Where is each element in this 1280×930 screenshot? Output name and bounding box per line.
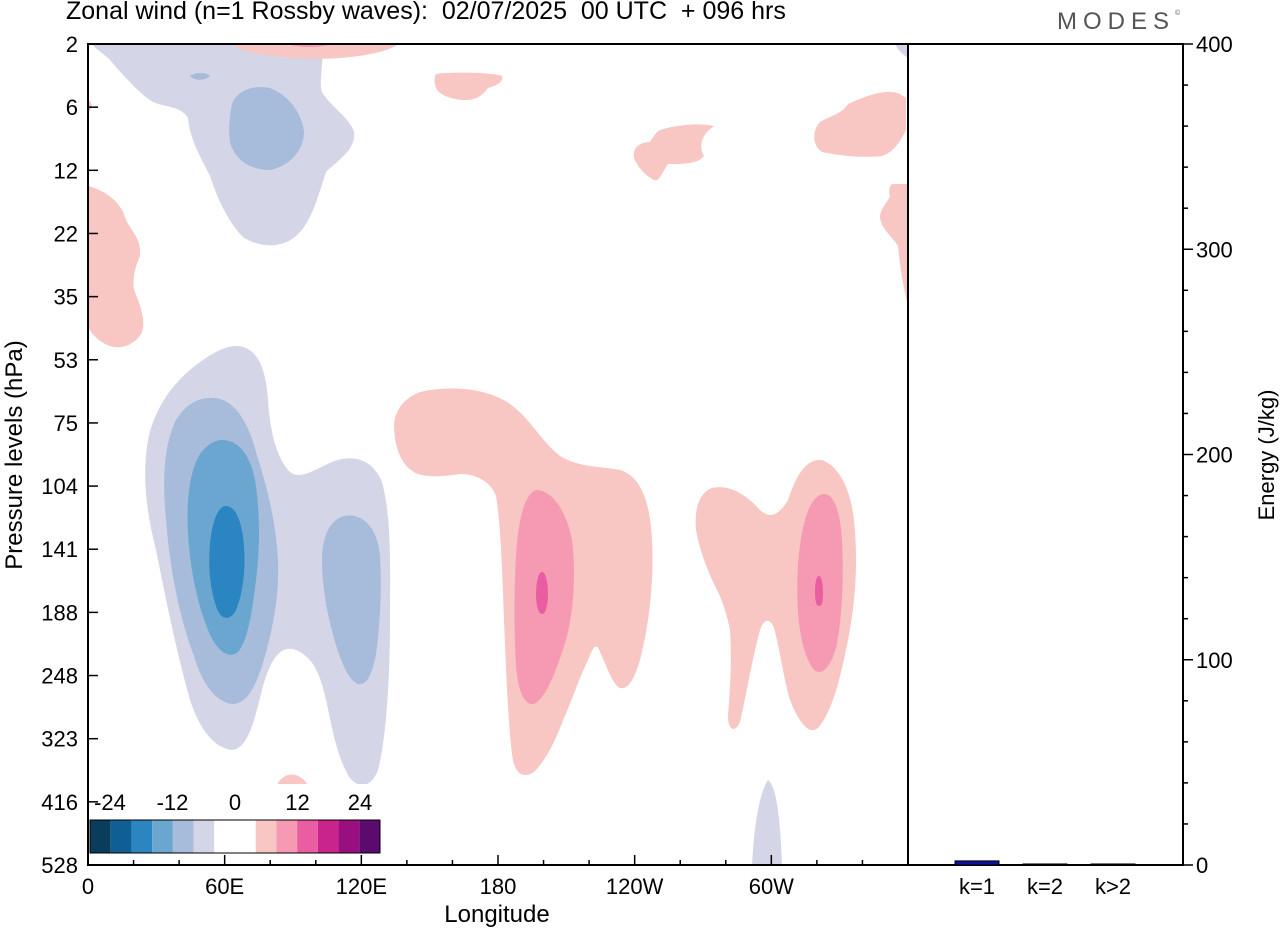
colorbar-swatch [152, 820, 173, 853]
colorbar-tick-label: -12 [157, 790, 189, 815]
contour-pos-strat-b [633, 124, 714, 181]
contour-neg-lvl1-upper [92, 44, 355, 246]
y-tick-label: 323 [41, 727, 78, 752]
contour-pos-strat-right [880, 184, 908, 306]
energy-bar-label: k>2 [1095, 874, 1131, 899]
x-tick-label: 120W [606, 874, 664, 899]
modes-logo: MODES© [1057, 8, 1180, 36]
chart-title: Zonal wind (n=1 Rossby waves): 02/07/202… [66, 0, 786, 25]
x-tick-label: 0 [82, 874, 94, 899]
colorbar: -24 -12 0 12 24 [88, 784, 382, 864]
colorbar-tick-label: 24 [348, 790, 372, 815]
contour-neg-lvl4 [209, 506, 245, 618]
energy-tick-label: 0 [1196, 853, 1208, 878]
colorbar-swatch [297, 820, 318, 853]
y-tick-label: 104 [41, 474, 78, 499]
contour-field [88, 44, 908, 865]
colorbar-swatch [317, 820, 339, 853]
colorbar-frame [89, 819, 381, 854]
logo-mark: © [1175, 10, 1181, 17]
energy-bar-k=1 [954, 860, 1000, 866]
energy-tick-label: 100 [1196, 648, 1233, 673]
colorbar-swatch [110, 820, 132, 853]
contour-neg-lvl2-speck [190, 73, 210, 80]
energy-bars: k=1 k=2 k>2 [954, 860, 1136, 899]
contour-pos-strat-a [434, 72, 503, 100]
x-axis: 0 60E 120E 180 120W 60W [82, 855, 864, 899]
contour-neg-lvl1-bottom [752, 780, 782, 865]
colorbar-swatch [131, 820, 153, 853]
contour-pos-lvl3-east [815, 576, 823, 606]
y-axis: 2 6 12 22 35 53 75 104 141 188 248 323 416 528 [41, 32, 98, 878]
energy-tick-label: 300 [1196, 237, 1233, 262]
y-tick-label: 35 [54, 285, 78, 310]
y-tick-label: 141 [41, 537, 78, 562]
contour-neg-lvl2-upper [229, 86, 304, 170]
contour-pos-lvl3-center [536, 572, 548, 614]
contour-pos-top [234, 44, 398, 59]
y-tick-label: 188 [41, 600, 78, 625]
energy-tick-label: 400 [1196, 32, 1233, 57]
x-tick-label: 180 [480, 874, 517, 899]
energy-axis: 0 100 200 300 400 [1183, 32, 1233, 878]
colorbar-swatch [276, 820, 298, 853]
x-tick-label: 60E [205, 874, 244, 899]
energy-bar-label: k=1 [959, 874, 995, 899]
y-axis-label: Pressure levels (hPa) [1, 340, 28, 569]
contour-neg-upper-right [895, 44, 908, 58]
y-tick-label: 75 [54, 411, 78, 436]
energy-bar-k>2 [1090, 863, 1136, 866]
contour-neg-lvl2-east [322, 515, 381, 685]
contour-pos-left [88, 186, 144, 348]
y-tick-label: 528 [41, 853, 78, 878]
x-tick-label: 120E [336, 874, 387, 899]
colorbar-tick-label: -24 [94, 790, 126, 815]
y-tick-label: 22 [54, 221, 78, 246]
y-tick-label: 12 [54, 158, 78, 183]
logo-text: MODES [1057, 8, 1176, 35]
colorbar-swatch [90, 820, 111, 853]
colorbar-swatch [172, 820, 194, 853]
colorbar-swatch [235, 820, 256, 853]
energy-bar-k=2 [1022, 863, 1068, 866]
colorbar-swatch [255, 820, 277, 853]
energy-bar-label: k=2 [1027, 874, 1063, 899]
colorbar-swatch [193, 820, 215, 853]
colorbar-tick-label: 0 [229, 790, 241, 815]
x-axis-label: Longitude [444, 901, 549, 928]
y-tick-label: 248 [41, 664, 78, 689]
y-tick-label: 53 [54, 348, 78, 373]
bar-plot-frame [907, 43, 1184, 866]
energy-tick-label: 200 [1196, 443, 1233, 468]
energy-axis-label: Energy (J/kg) [1254, 390, 1279, 521]
colorbar-swatch [214, 820, 235, 853]
y-tick-label: 2 [66, 32, 78, 57]
colorbar-swatch [359, 820, 380, 853]
x-tick-label: 60W [749, 874, 794, 899]
y-tick-label: 416 [41, 790, 78, 815]
colorbar-tick-label: 12 [285, 790, 309, 815]
contour-pos-strat-c [814, 91, 906, 157]
y-tick-label: 6 [66, 95, 78, 120]
colorbar-swatch [338, 820, 360, 853]
